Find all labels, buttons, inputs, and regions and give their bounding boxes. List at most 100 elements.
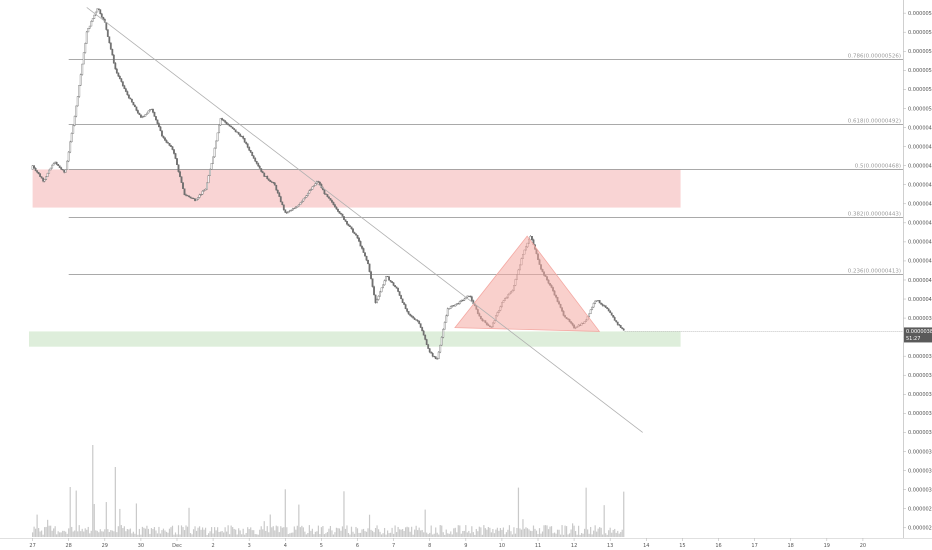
candle-body bbox=[382, 284, 384, 289]
volume-bar bbox=[406, 526, 408, 537]
y-tick-label: 0.00000280 bbox=[908, 526, 932, 532]
time-axis[interactable]: 27 28 29 30 Dec 2 3 4 5 6 7 8 9 10 11 12 13 14 15 16 17 18 19 2… bbox=[29, 538, 866, 549]
candle-body bbox=[141, 116, 144, 118]
volume-bar bbox=[535, 530, 538, 537]
volume-bar bbox=[343, 491, 345, 537]
volume-bar bbox=[386, 530, 389, 537]
y-tick-label: 0.00000530 bbox=[908, 49, 932, 55]
volume-bar bbox=[457, 525, 459, 537]
y-tick-label: 0.00000470 bbox=[908, 163, 932, 169]
candle-body bbox=[219, 118, 222, 126]
volume-bar bbox=[460, 533, 462, 537]
candle-body bbox=[294, 207, 297, 209]
volume-bar bbox=[541, 531, 544, 537]
volume-bar bbox=[320, 527, 322, 537]
support-zone bbox=[28, 331, 681, 347]
candle-body bbox=[242, 136, 245, 139]
candle-body bbox=[115, 68, 118, 74]
candle-body bbox=[358, 237, 360, 242]
volume-bar bbox=[325, 533, 327, 537]
candle-body bbox=[279, 196, 282, 203]
candle-body bbox=[43, 179, 46, 182]
volume-bar bbox=[450, 531, 452, 537]
volume-bar bbox=[54, 526, 56, 537]
volume-bar bbox=[268, 532, 270, 537]
volume-bar bbox=[492, 528, 494, 537]
volume-bar bbox=[549, 526, 551, 537]
y-tick-label: 0.00000510 bbox=[908, 87, 932, 93]
candle-body bbox=[460, 300, 463, 302]
volume-bar bbox=[86, 529, 88, 537]
candle-body bbox=[132, 102, 135, 106]
volume-bar bbox=[173, 534, 175, 537]
volume-bar bbox=[590, 526, 592, 537]
y-tick-label: 0.00000440 bbox=[908, 221, 932, 227]
volume-bar bbox=[188, 507, 190, 537]
volume-bar bbox=[177, 525, 180, 537]
candle-body bbox=[147, 110, 150, 114]
volume-bar bbox=[95, 530, 97, 537]
x-tick-label: 20 bbox=[860, 543, 866, 549]
candle-body bbox=[230, 126, 233, 128]
x-tick-label: 10 bbox=[499, 543, 505, 549]
y-tick-label: 0.00000550 bbox=[908, 11, 932, 17]
volume-bar bbox=[587, 529, 589, 537]
volume-bar bbox=[235, 529, 237, 537]
volume-bar bbox=[611, 532, 613, 537]
volume-bar bbox=[81, 528, 83, 537]
candle-body bbox=[179, 171, 181, 177]
candle-body bbox=[445, 315, 448, 323]
volume-bar bbox=[438, 534, 440, 537]
volume-bar bbox=[568, 533, 571, 537]
candle-body bbox=[153, 112, 156, 117]
candle-body bbox=[308, 190, 311, 194]
volume-bar bbox=[486, 529, 488, 537]
candle-body bbox=[93, 14, 96, 19]
volume-bar bbox=[238, 528, 240, 537]
volume-bar bbox=[277, 526, 279, 537]
volume-bar bbox=[578, 525, 580, 537]
fib-label: 0.618(0.00000492) bbox=[848, 119, 901, 125]
volume-bar bbox=[293, 526, 295, 537]
volume-bar bbox=[481, 534, 483, 537]
volume-bar bbox=[147, 528, 150, 537]
candle-body bbox=[120, 78, 123, 82]
fib-levels-layer: 0.786(0.00000526) 0.618(0.00000492) 0.5(0.… bbox=[68, 54, 903, 275]
volume-bar bbox=[350, 526, 353, 537]
volume-bar bbox=[618, 533, 620, 537]
y-tick-label: 0.00000400 bbox=[908, 297, 932, 303]
volume-bar bbox=[417, 530, 419, 537]
volume-bar bbox=[248, 529, 250, 537]
volume-bar bbox=[364, 531, 366, 537]
candle-body bbox=[70, 133, 73, 143]
volume-bar bbox=[520, 529, 523, 537]
volume-bar bbox=[441, 525, 443, 537]
volume-bar bbox=[41, 530, 43, 537]
volume-bar bbox=[99, 529, 101, 537]
y-tick-label: 0.00000290 bbox=[908, 506, 932, 512]
volume-bar bbox=[490, 532, 492, 537]
volume-bar bbox=[215, 530, 217, 537]
volume-bar bbox=[448, 533, 450, 537]
volume-bar bbox=[575, 531, 577, 537]
descending-trendline bbox=[86, 7, 643, 433]
candle-body bbox=[58, 165, 61, 168]
volume-bar bbox=[421, 529, 423, 537]
price-axis[interactable]: 0.00000550 0.00000540 0.00000530 0.00000520… bbox=[903, 11, 932, 532]
candle-body bbox=[170, 145, 172, 147]
volume-bar bbox=[368, 514, 371, 537]
candle-body bbox=[76, 96, 79, 107]
volume-bar bbox=[280, 526, 282, 537]
candle-body bbox=[54, 161, 57, 164]
candle-body bbox=[164, 137, 166, 141]
volume-bar bbox=[534, 528, 536, 537]
candle-body bbox=[361, 245, 363, 249]
candle-body bbox=[416, 320, 419, 322]
candle-body bbox=[385, 275, 387, 281]
candle-body bbox=[204, 188, 207, 191]
candle-body bbox=[243, 138, 246, 143]
candle-body bbox=[594, 300, 597, 304]
candle-body bbox=[171, 146, 174, 150]
volume-bar bbox=[316, 531, 318, 537]
